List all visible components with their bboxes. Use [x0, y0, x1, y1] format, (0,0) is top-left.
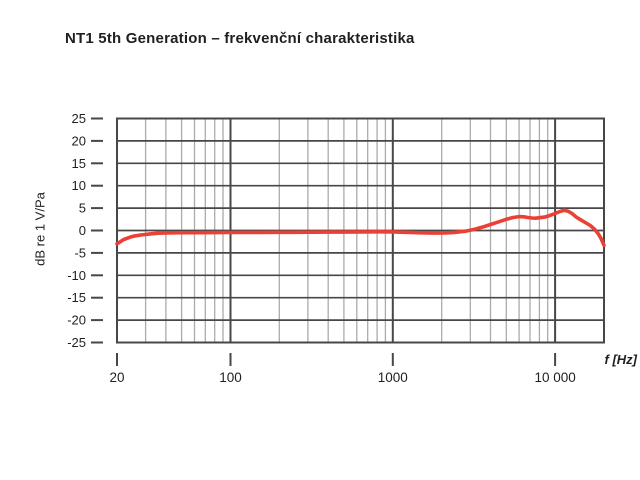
x-tick-label: 10 000 [534, 370, 575, 385]
y-tick-label: 5 [79, 201, 86, 216]
y-tick-label: 0 [79, 223, 86, 238]
y-tick-label: -5 [74, 245, 86, 260]
plot-border [116, 117, 605, 344]
y-tick-label: 25 [72, 111, 86, 126]
y-tick-label: -25 [67, 335, 86, 350]
y-tick-label: -15 [67, 290, 86, 305]
x-axis-unit-label: f [Hz] [605, 352, 638, 367]
y-tick-label: 20 [72, 133, 86, 148]
x-tick-label: 20 [109, 370, 124, 385]
y-tick-label: -10 [67, 268, 86, 283]
x-tick-label: 1000 [378, 370, 408, 385]
y-tick-label: 15 [72, 156, 86, 171]
frequency-response-curve [115, 208, 606, 248]
y-tick-label: -20 [67, 313, 86, 328]
x-tick-label: 100 [219, 370, 242, 385]
y-tick-label: 10 [72, 178, 86, 193]
chart-title: NT1 5th Generation – frekvenční charakte… [65, 30, 415, 47]
